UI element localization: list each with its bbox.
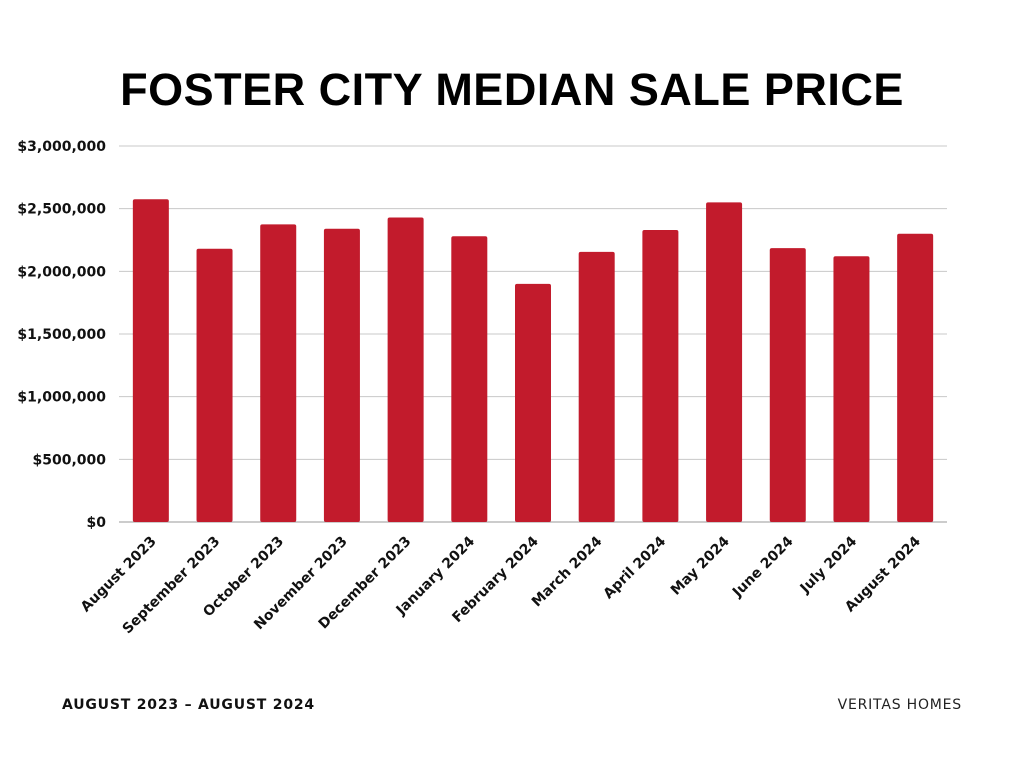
bar: [387, 217, 424, 522]
bar: [578, 251, 615, 522]
y-tick-label: $1,000,000: [17, 390, 106, 406]
bar: [833, 256, 870, 522]
y-axis-labels: $0 $500,000 $1,000,000 $1,500,000 $2,000,000…: [17, 139, 106, 531]
bar: [451, 236, 488, 523]
brand-caption: VERITAS HOMES: [837, 697, 962, 713]
bar: [515, 283, 551, 522]
y-tick-label: $500,000: [32, 452, 106, 468]
y-tick-label: $1,500,000: [17, 327, 106, 343]
x-tick-label: July 2024: [797, 533, 861, 597]
bar: [260, 224, 297, 523]
bar: [642, 229, 679, 522]
y-tick-label: $2,000,000: [17, 264, 106, 280]
bars: [132, 199, 934, 523]
bar: [706, 202, 743, 522]
bar: [132, 199, 169, 522]
y-tick-label: $2,500,000: [17, 202, 106, 218]
bar: [196, 248, 233, 523]
x-tick-label: April 2024: [600, 533, 669, 602]
y-tick-label: $3,000,000: [17, 139, 106, 155]
x-tick-label: June 2024: [729, 533, 797, 601]
bar: [769, 248, 806, 522]
bar: [323, 228, 360, 522]
x-tick-label: May 2024: [668, 533, 733, 598]
chart-title: FOSTER CITY MEDIAN SALE PRICE: [120, 64, 904, 115]
date-range-caption: AUGUST 2023 – AUGUST 2024: [62, 697, 315, 713]
bar: [897, 233, 934, 522]
y-tick-label: $0: [87, 515, 107, 531]
